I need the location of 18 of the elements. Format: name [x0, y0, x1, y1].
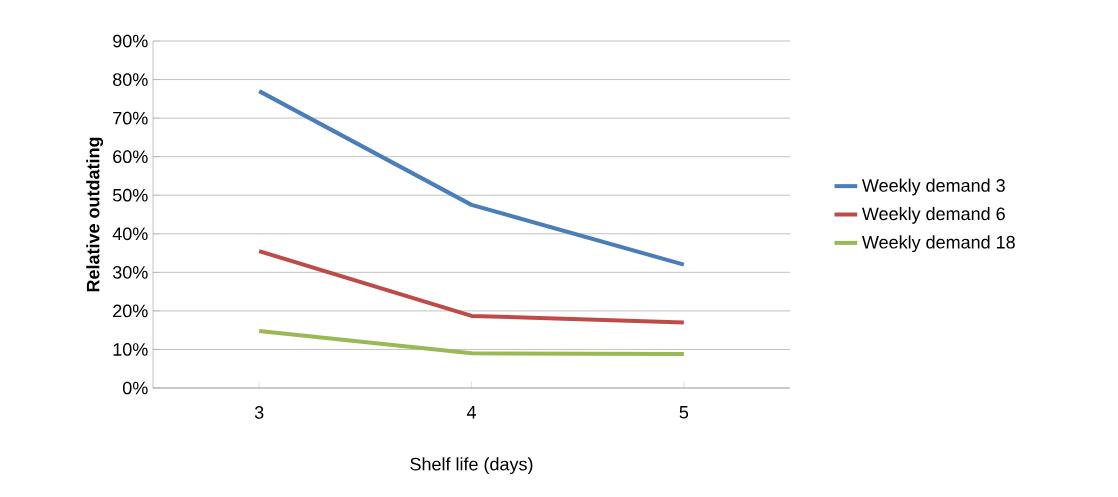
y-tick-label: 50% — [112, 188, 148, 202]
x-tick-label: 3 — [254, 406, 264, 419]
y-tick-label: 70% — [113, 111, 148, 125]
y-tick-label: 80% — [113, 73, 148, 86]
x-axis-title: Shelf life (days) — [410, 457, 533, 475]
y-tick-label: 10% — [113, 343, 148, 356]
legend-label: Weekly demand 3 — [862, 178, 1005, 196]
y-tick-label: 30% — [112, 265, 148, 279]
y-tick-label: 40% — [112, 227, 148, 241]
legend-label: Weekly demand 18 — [862, 235, 1015, 253]
legend-label: Weekly demand 6 — [862, 206, 1005, 224]
x-tick-label: 4 — [466, 406, 476, 419]
y-tick-label: 60% — [113, 150, 148, 164]
y-axis-title: Relative outdating — [86, 137, 104, 292]
y-tick-label: 20% — [113, 304, 148, 318]
y-tick-label: 90% — [113, 34, 148, 48]
x-tick-label: 5 — [679, 406, 689, 419]
y-tick-label: 0% — [122, 381, 148, 395]
